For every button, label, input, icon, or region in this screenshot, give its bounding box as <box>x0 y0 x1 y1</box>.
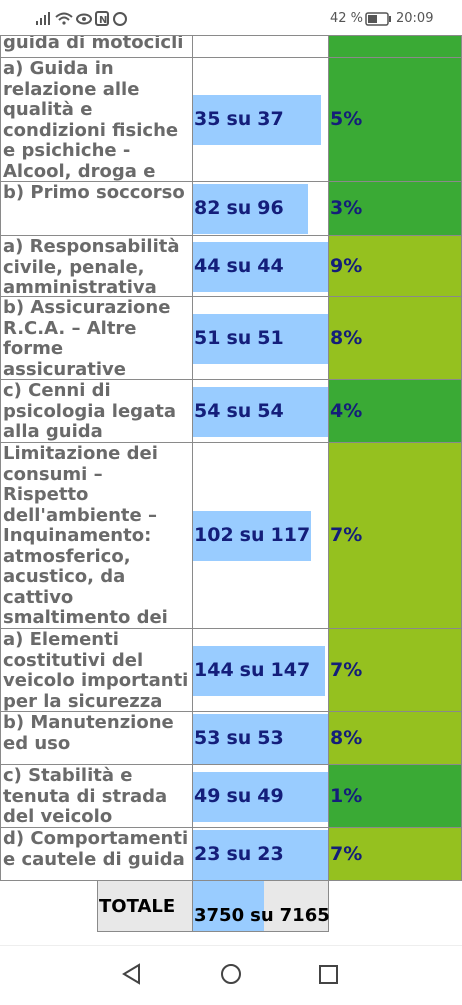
score-separator: su <box>226 399 252 422</box>
score-bar <box>193 313 328 364</box>
score-bar <box>193 511 311 561</box>
score-separator: su <box>226 108 252 130</box>
score-text: 44 su 44 <box>192 235 328 296</box>
score-separator: su <box>226 842 252 865</box>
score-bar <box>193 386 328 437</box>
row-label: c) Cenni di psicologia legata alla guida <box>0 379 193 443</box>
total-correct: 3750 <box>194 904 245 926</box>
row-label: a) Responsabilità civile, penale, ammini… <box>0 235 193 297</box>
battery-icon <box>365 12 391 26</box>
score-total: 49 <box>257 784 284 807</box>
band-cell <box>328 711 462 765</box>
row-label: b) Manutenzione ed uso <box>0 711 193 765</box>
row-label: b) Primo soccorso <box>0 181 193 236</box>
recents-button[interactable] <box>319 965 338 984</box>
percent: 7% <box>330 842 363 865</box>
score-separator: su <box>226 326 252 349</box>
status-icons: N <box>36 11 127 26</box>
score-correct: 44 <box>194 254 221 277</box>
score-text: 82 su 96 <box>192 181 328 235</box>
score-correct: 51 <box>194 326 221 349</box>
percent: 8% <box>330 326 363 349</box>
score-correct: 144 <box>194 658 234 681</box>
score-total: 37 <box>257 108 284 130</box>
percent: 7% <box>330 524 363 546</box>
score-bar <box>193 713 328 764</box>
score-total: 51 <box>257 326 284 349</box>
row-label: a) Guida in relazione alle qualità e con… <box>0 57 193 182</box>
score-correct: 23 <box>194 842 221 865</box>
score-separator: su <box>226 197 252 219</box>
band-cell <box>328 442 462 629</box>
band-cell <box>328 235 462 297</box>
score-separator: su <box>226 254 252 277</box>
score-bar <box>193 829 328 880</box>
score-bar <box>193 771 328 822</box>
score-cell <box>192 35 329 58</box>
total-bar <box>193 881 264 931</box>
band-cell <box>328 181 462 236</box>
total-total: 7165 <box>279 904 330 926</box>
score-text: 54 su 54 <box>192 379 328 442</box>
score-bar <box>193 645 326 696</box>
svg-text:N: N <box>99 15 107 26</box>
score-total: 96 <box>257 197 284 219</box>
band-cell <box>328 628 462 712</box>
band-cell <box>328 827 462 881</box>
score-bar <box>193 184 309 234</box>
home-button[interactable] <box>221 964 241 984</box>
score-bar <box>193 241 328 292</box>
score-total: 147 <box>270 658 311 681</box>
percent: 9% <box>330 254 363 277</box>
score-text: 23 su 23 <box>192 827 328 880</box>
status-bar: N 42 % 20:09 <box>0 0 462 36</box>
score-total: 23 <box>257 842 284 865</box>
score-text: 102 su 117 <box>192 442 328 628</box>
band-cell <box>328 35 462 58</box>
row-label: c) Stabilità e tenuta di strada del veic… <box>0 764 193 828</box>
score-correct: 49 <box>194 784 221 807</box>
score-text: 35 su 37 <box>192 57 328 181</box>
score-total: 117 <box>270 524 311 546</box>
score-text: 49 su 49 <box>192 764 328 827</box>
total-separator: su <box>250 904 274 926</box>
percent: 4% <box>330 399 363 422</box>
percent: 7% <box>330 658 363 681</box>
percent: 1% <box>330 784 363 807</box>
row-label: a) Elementi costitutivi del veicolo impo… <box>0 628 193 712</box>
score-total: 53 <box>257 726 284 749</box>
score-total: 54 <box>257 399 284 422</box>
percent: 3% <box>330 197 363 219</box>
score-separator: su <box>226 726 252 749</box>
score-text: 144 su 147 <box>192 628 328 711</box>
row-label: d) Comportamenti e cautele di guida <box>0 827 193 881</box>
row-label: b) Assicurazione R.C.A. – Altre forme as… <box>0 296 193 380</box>
score-correct: 82 <box>194 197 221 219</box>
battery-percent: 42 % <box>330 11 364 26</box>
back-button[interactable] <box>122 963 140 985</box>
row-label: Limitazione dei consumi – Rispetto dell'… <box>0 442 193 629</box>
total-label-cell: TOTALE <box>97 880 193 932</box>
score-separator: su <box>239 524 265 546</box>
band-cell <box>328 379 462 443</box>
percent: 8% <box>330 726 363 749</box>
score-correct: 35 <box>194 108 221 130</box>
score-separator: su <box>226 784 252 807</box>
clock: 20:09 <box>396 11 434 26</box>
score-correct: 53 <box>194 726 221 749</box>
score-total: 44 <box>257 254 284 277</box>
score-correct: 54 <box>194 399 221 422</box>
score-correct: 102 <box>194 524 234 546</box>
total-score-text: 3750 su 7165 <box>192 898 330 932</box>
row-label: guida di motocicli <box>0 35 193 58</box>
score-bar <box>193 95 321 145</box>
percent: 5% <box>330 108 363 130</box>
nav-bar <box>0 945 462 1000</box>
score-separator: su <box>239 658 265 681</box>
nav-icons <box>122 963 338 985</box>
score-text: 53 su 53 <box>192 711 328 764</box>
score-text: 51 su 51 <box>192 296 328 379</box>
